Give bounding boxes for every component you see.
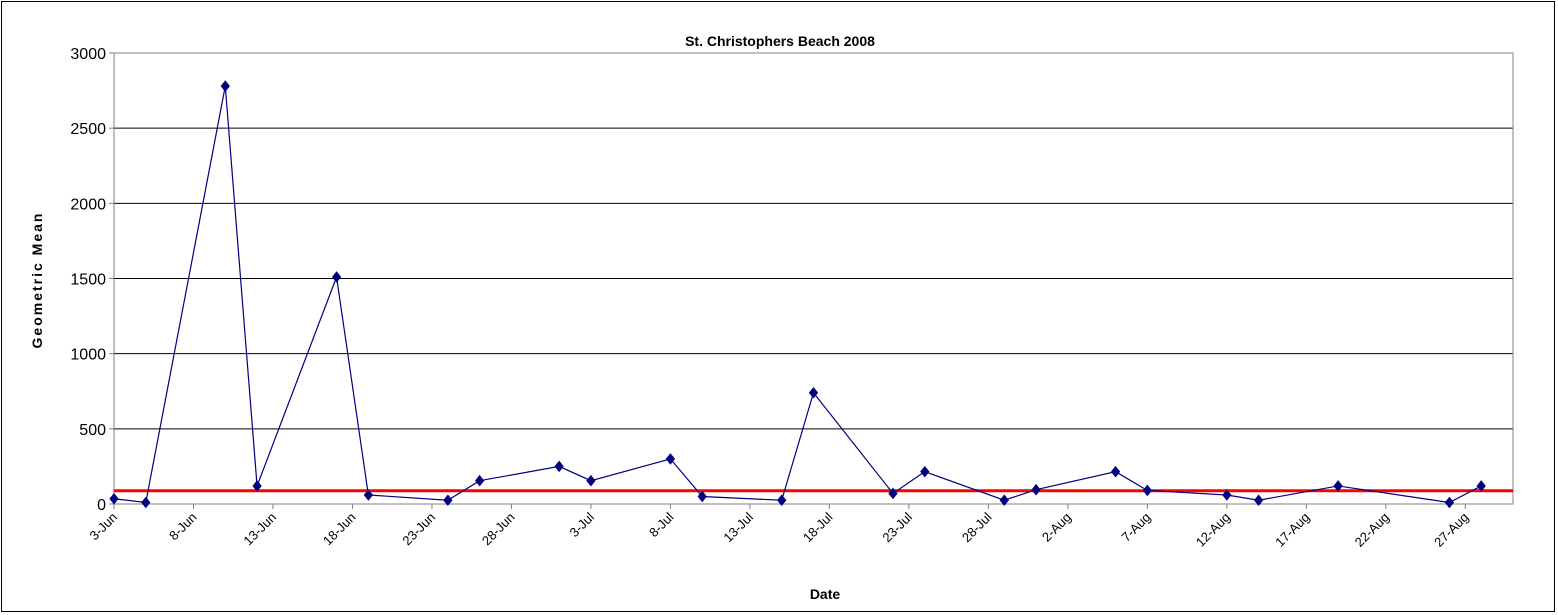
x-tick-label: 23-Jul (879, 509, 915, 545)
x-tick-label: 12-Aug (1193, 510, 1233, 550)
data-point (110, 494, 118, 504)
y-tick-label: 1500 (70, 272, 106, 289)
data-point (555, 461, 563, 471)
x-tick-label: 7-Aug (1118, 510, 1153, 545)
y-tick-label: 2000 (70, 196, 106, 213)
y-axis: 0 500 1000 1500 2000 2500 3000 (70, 46, 114, 514)
x-tick-label: 28-Jun (479, 510, 518, 549)
data-point (1032, 485, 1040, 495)
data-point (221, 81, 229, 91)
y-axis-title: Geometric Mean (29, 212, 45, 349)
x-tick-label: 18-Jul (800, 509, 836, 545)
x-tick-label: 27-Aug (1431, 510, 1471, 550)
y-tick-label: 500 (79, 422, 106, 439)
data-point (1445, 497, 1453, 507)
x-tick-label: 8-Jul (646, 509, 677, 540)
x-tick-label: 2-Aug (1039, 510, 1074, 545)
x-axis: 3-Jun 8-Jun 13-Jun 18-Jun 23-Jun 28-Jun 3-Jul 8… (87, 504, 1472, 550)
y-tick-label: 1000 (70, 347, 106, 364)
data-point (476, 476, 484, 486)
data-point (333, 272, 341, 282)
y-tick-label: 2500 (70, 121, 106, 138)
data-point (587, 476, 595, 486)
x-tick-label: 23-Jun (399, 510, 438, 549)
x-tick-label: 13-Jul (720, 509, 756, 545)
y-tick-label: 3000 (70, 46, 106, 63)
gridlines (114, 128, 1513, 429)
data-point (142, 497, 150, 507)
x-tick-label: 18-Jun (320, 510, 359, 549)
x-tick-label: 17-Aug (1272, 510, 1312, 550)
data-point (921, 467, 929, 477)
x-tick-label: 22-Aug (1352, 510, 1392, 550)
x-tick-label: 8-Jun (166, 510, 200, 544)
series-line (114, 86, 1481, 502)
x-tick-label: 28-Jul (959, 509, 995, 545)
data-markers (110, 81, 1485, 507)
x-axis-title: Date (810, 586, 841, 602)
x-tick-label: 13-Jun (240, 510, 279, 549)
data-point (1112, 467, 1120, 477)
y-tick-label: 0 (97, 497, 106, 514)
x-tick-label: 3-Jun (87, 510, 121, 544)
chart-title: St. Christophers Beach 2008 (685, 33, 875, 49)
x-tick-label: 3-Jul (567, 509, 598, 540)
data-point (1143, 485, 1151, 495)
